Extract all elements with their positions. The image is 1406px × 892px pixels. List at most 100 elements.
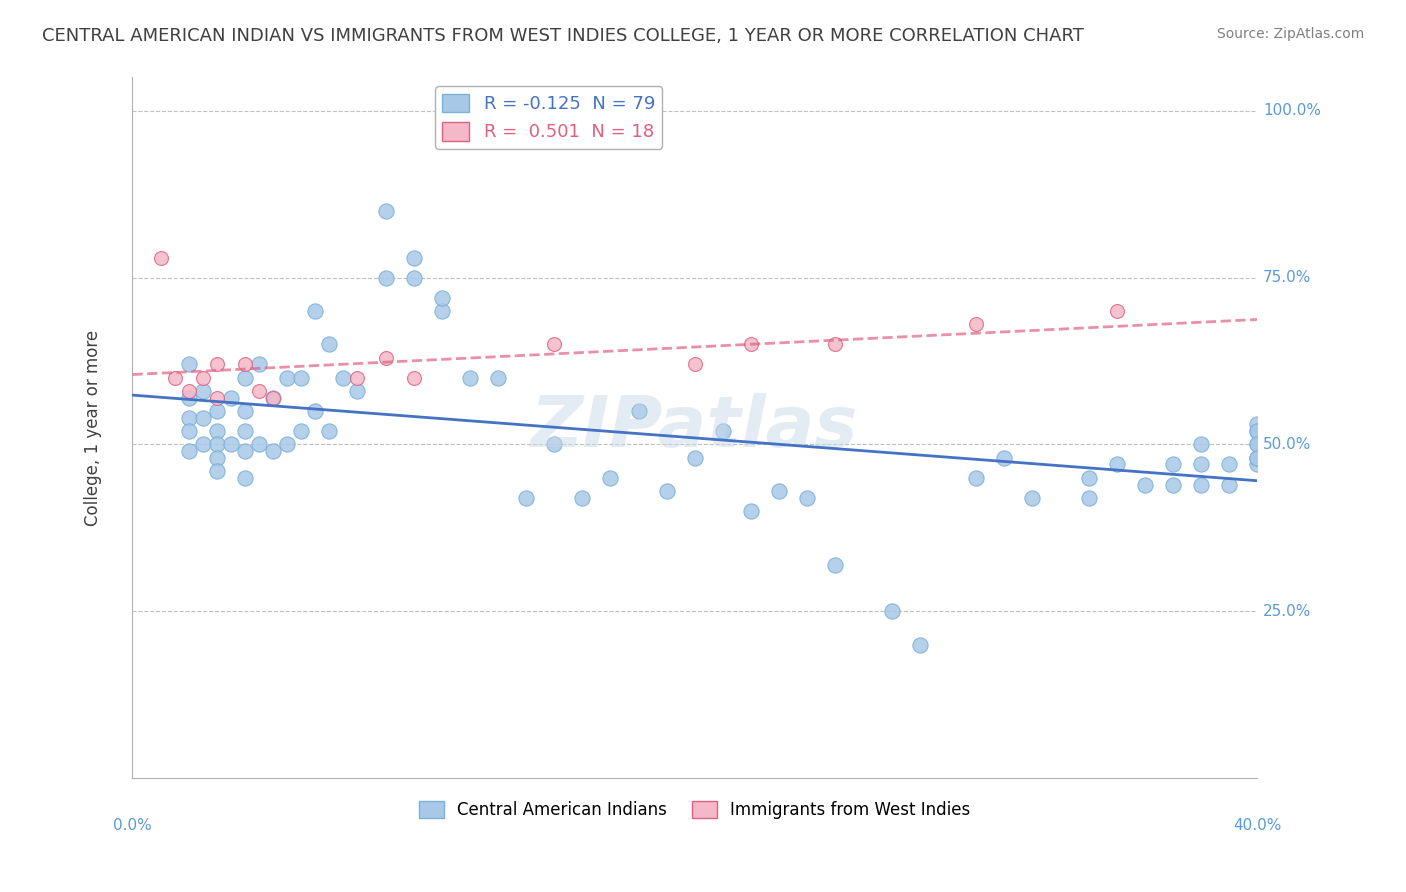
Point bbox=[1133, 477, 1156, 491]
Point bbox=[219, 391, 242, 405]
Point bbox=[205, 424, 228, 438]
Point bbox=[1246, 417, 1268, 432]
Point bbox=[374, 203, 396, 218]
Point bbox=[683, 358, 706, 372]
Point bbox=[177, 444, 200, 458]
Text: 100.0%: 100.0% bbox=[1263, 103, 1320, 119]
Point bbox=[205, 404, 228, 418]
Point bbox=[276, 370, 298, 384]
Text: 25.0%: 25.0% bbox=[1263, 604, 1312, 619]
Text: 0.0%: 0.0% bbox=[112, 818, 152, 833]
Point bbox=[711, 424, 734, 438]
Point bbox=[402, 270, 425, 285]
Point bbox=[304, 304, 326, 318]
Point bbox=[796, 491, 818, 505]
Point bbox=[1246, 437, 1268, 451]
Point bbox=[233, 358, 256, 372]
Point bbox=[233, 424, 256, 438]
Point bbox=[247, 384, 270, 398]
Point bbox=[402, 251, 425, 265]
Point bbox=[149, 251, 172, 265]
Text: CENTRAL AMERICAN INDIAN VS IMMIGRANTS FROM WEST INDIES COLLEGE, 1 YEAR OR MORE C: CENTRAL AMERICAN INDIAN VS IMMIGRANTS FR… bbox=[42, 27, 1084, 45]
Point bbox=[177, 358, 200, 372]
Point bbox=[515, 491, 537, 505]
Point bbox=[1246, 424, 1268, 438]
Point bbox=[571, 491, 593, 505]
Point bbox=[430, 291, 453, 305]
Point bbox=[205, 358, 228, 372]
Point bbox=[233, 404, 256, 418]
Point bbox=[1077, 491, 1099, 505]
Point bbox=[247, 437, 270, 451]
Point bbox=[205, 391, 228, 405]
Point bbox=[177, 384, 200, 398]
Point bbox=[824, 558, 846, 572]
Point bbox=[740, 337, 762, 351]
Point bbox=[276, 437, 298, 451]
Point bbox=[543, 437, 565, 451]
Point bbox=[233, 471, 256, 485]
Point bbox=[290, 424, 312, 438]
Point bbox=[191, 410, 214, 425]
Point bbox=[374, 270, 396, 285]
Text: Source: ZipAtlas.com: Source: ZipAtlas.com bbox=[1216, 27, 1364, 41]
Point bbox=[824, 337, 846, 351]
Point bbox=[262, 444, 284, 458]
Point bbox=[683, 450, 706, 465]
Point bbox=[304, 404, 326, 418]
Point bbox=[1246, 450, 1268, 465]
Text: ZIPatlas: ZIPatlas bbox=[531, 393, 859, 462]
Point bbox=[1218, 458, 1240, 472]
Point bbox=[543, 337, 565, 351]
Point bbox=[965, 318, 987, 332]
Point bbox=[1246, 450, 1268, 465]
Point bbox=[880, 604, 903, 618]
Point bbox=[486, 370, 509, 384]
Point bbox=[1161, 458, 1184, 472]
Point bbox=[346, 384, 368, 398]
Point bbox=[205, 464, 228, 478]
Point bbox=[599, 471, 621, 485]
Point bbox=[1246, 450, 1268, 465]
Point bbox=[768, 484, 790, 499]
Point bbox=[458, 370, 481, 384]
Point bbox=[177, 424, 200, 438]
Point bbox=[1218, 477, 1240, 491]
Point bbox=[1189, 458, 1212, 472]
Point bbox=[993, 450, 1015, 465]
Point bbox=[177, 391, 200, 405]
Legend: Central American Indians, Immigrants from West Indies: Central American Indians, Immigrants fro… bbox=[412, 795, 977, 826]
Point bbox=[332, 370, 354, 384]
Point bbox=[163, 370, 186, 384]
Text: 50.0%: 50.0% bbox=[1263, 437, 1312, 452]
Point bbox=[219, 437, 242, 451]
Point bbox=[402, 370, 425, 384]
Point bbox=[1246, 458, 1268, 472]
Point bbox=[627, 404, 650, 418]
Point bbox=[1077, 471, 1099, 485]
Point bbox=[965, 471, 987, 485]
Text: 75.0%: 75.0% bbox=[1263, 270, 1312, 285]
Point bbox=[1189, 437, 1212, 451]
Point bbox=[233, 370, 256, 384]
Point bbox=[1021, 491, 1043, 505]
Point bbox=[177, 410, 200, 425]
Point bbox=[1246, 424, 1268, 438]
Point bbox=[318, 337, 340, 351]
Point bbox=[1161, 477, 1184, 491]
Point bbox=[374, 351, 396, 365]
Point bbox=[1105, 458, 1128, 472]
Point bbox=[346, 370, 368, 384]
Point bbox=[191, 384, 214, 398]
Point bbox=[262, 391, 284, 405]
Point bbox=[1246, 437, 1268, 451]
Point bbox=[205, 450, 228, 465]
Point bbox=[655, 484, 678, 499]
Point bbox=[247, 358, 270, 372]
Point bbox=[430, 304, 453, 318]
Point bbox=[191, 370, 214, 384]
Point bbox=[205, 437, 228, 451]
Point bbox=[191, 437, 214, 451]
Point bbox=[1105, 304, 1128, 318]
Text: 40.0%: 40.0% bbox=[1233, 818, 1281, 833]
